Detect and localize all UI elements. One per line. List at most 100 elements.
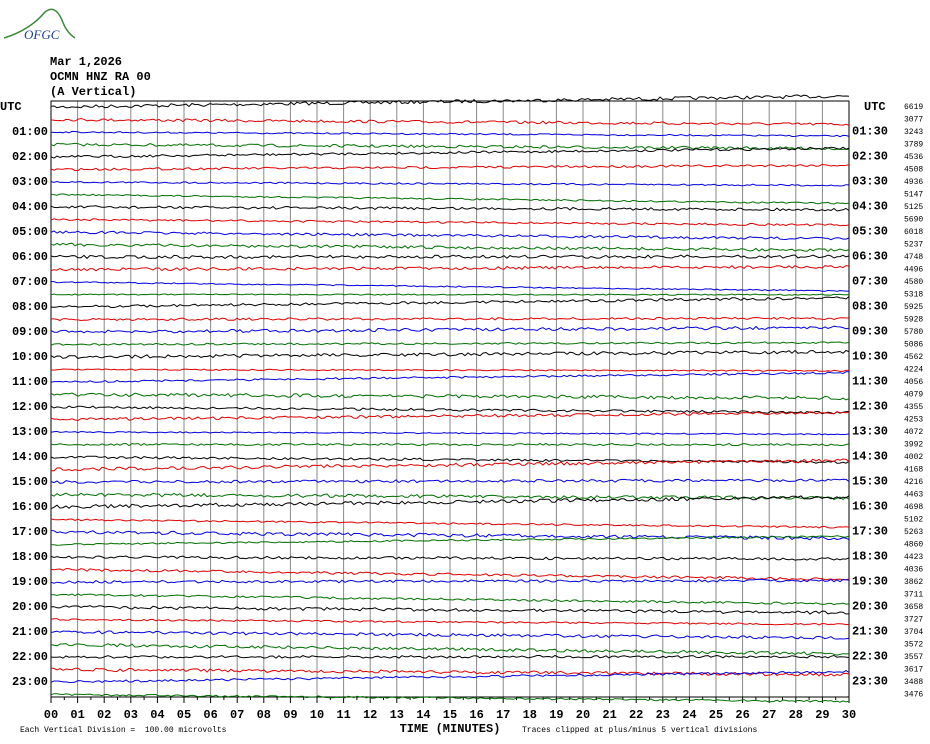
x-tick-label: 04	[150, 708, 164, 722]
x-tick-label: 09	[283, 708, 297, 722]
clip-note: Traces clipped at plus/minus 5 vertical …	[522, 726, 757, 735]
row-value: 4562	[904, 353, 923, 362]
row-value: 3557	[904, 653, 923, 662]
right-hour-label: 05:30	[852, 225, 888, 239]
logo-mark	[3, 8, 76, 39]
trace	[50, 442, 850, 447]
x-tick-label: 13	[390, 708, 404, 722]
row-value: 5780	[904, 328, 923, 337]
trace	[50, 535, 850, 546]
right-hour-label: 10:30	[852, 350, 888, 364]
row-value: 4072	[904, 428, 923, 437]
trace	[50, 670, 850, 684]
row-value: 3789	[904, 141, 923, 150]
x-tick-label: 15	[443, 708, 457, 722]
x-tick-label: 17	[496, 708, 510, 722]
trace	[50, 518, 850, 529]
row-value: 4168	[904, 466, 923, 475]
left-hour-label: 01:00	[12, 125, 48, 139]
right-hour-label: 12:30	[852, 400, 888, 414]
left-hour-label: 03:00	[12, 175, 48, 189]
trace	[50, 230, 850, 241]
right-hour-label: 03:30	[852, 175, 888, 189]
row-value: 3077	[904, 116, 923, 125]
trace	[50, 605, 850, 615]
right-hour-label: 09:30	[852, 325, 888, 339]
x-tick-label: 28	[789, 708, 803, 722]
right-hour-label: 15:30	[852, 475, 888, 489]
x-tick-label: 24	[682, 708, 696, 722]
x-tick-label: 11	[336, 708, 350, 722]
trace	[51, 281, 849, 292]
left-hour-label: 17:00	[12, 525, 48, 539]
x-tick-label: 29	[815, 708, 829, 722]
right-hour-label: 08:30	[852, 300, 888, 314]
row-value: 4216	[904, 478, 923, 487]
row-value: 4423	[904, 553, 923, 562]
left-hour-label: 08:00	[12, 300, 48, 314]
row-value: 3727	[904, 616, 923, 625]
right-hour-label: 06:30	[852, 250, 888, 264]
trace	[50, 555, 850, 561]
row-value: 4748	[904, 253, 923, 262]
trace	[50, 254, 850, 260]
x-tick-label: 30	[842, 708, 856, 722]
row-value: 4496	[904, 266, 923, 275]
trace	[51, 593, 850, 606]
row-value: 3488	[904, 678, 923, 687]
x-axis-title: TIME (MINUTES)	[400, 722, 501, 736]
x-tick-label: 01	[70, 708, 84, 722]
row-value: 4698	[904, 503, 923, 512]
trace	[50, 568, 850, 581]
trace	[50, 193, 850, 205]
right-hour-label: 14:30	[852, 450, 888, 464]
trace	[50, 293, 850, 296]
trace	[50, 654, 850, 659]
row-value: 3992	[904, 441, 923, 450]
x-tick-label: 14	[416, 708, 430, 722]
trace	[50, 578, 850, 584]
logo: OFGC	[24, 27, 60, 42]
row-value: 5237	[904, 241, 923, 250]
trace	[50, 458, 850, 472]
right-hour-label: 11:30	[852, 375, 888, 389]
row-value: 5147	[904, 191, 923, 200]
trace	[50, 643, 850, 656]
trace	[50, 296, 850, 308]
x-tick-label: 25	[709, 708, 723, 722]
row-value: 4355	[904, 403, 923, 412]
trace	[50, 180, 850, 187]
left-hour-label: 14:00	[12, 450, 48, 464]
right-hour-label: 23:30	[852, 675, 888, 689]
trace	[50, 163, 850, 171]
x-tick-label: 26	[735, 708, 749, 722]
trace	[50, 693, 850, 703]
trace	[50, 492, 850, 501]
left-hour-label: 09:00	[12, 325, 48, 339]
left-hour-label: 22:00	[12, 650, 48, 664]
row-value: 3476	[904, 691, 923, 700]
right-axis-title: UTC	[864, 100, 886, 114]
right-hour-label: 13:30	[852, 425, 888, 439]
row-value: 3243	[904, 128, 923, 137]
right-hour-label: 04:30	[852, 200, 888, 214]
x-tick-label: 00	[44, 708, 58, 722]
trace	[50, 618, 850, 626]
row-value: 4936	[904, 178, 923, 187]
left-hour-label: 16:00	[12, 500, 48, 514]
x-tick-label: 16	[469, 708, 483, 722]
x-tick-label: 21	[602, 708, 616, 722]
trace	[50, 392, 850, 401]
row-value: 5125	[904, 203, 923, 212]
trace	[50, 117, 850, 126]
trace	[50, 205, 850, 212]
trace	[50, 430, 850, 436]
right-hour-label: 22:30	[852, 650, 888, 664]
row-value: 5102	[904, 516, 923, 525]
trace	[50, 349, 850, 359]
trace	[50, 495, 850, 510]
trace	[50, 530, 850, 541]
trace	[50, 218, 850, 227]
x-tick-label: 02	[97, 708, 111, 722]
